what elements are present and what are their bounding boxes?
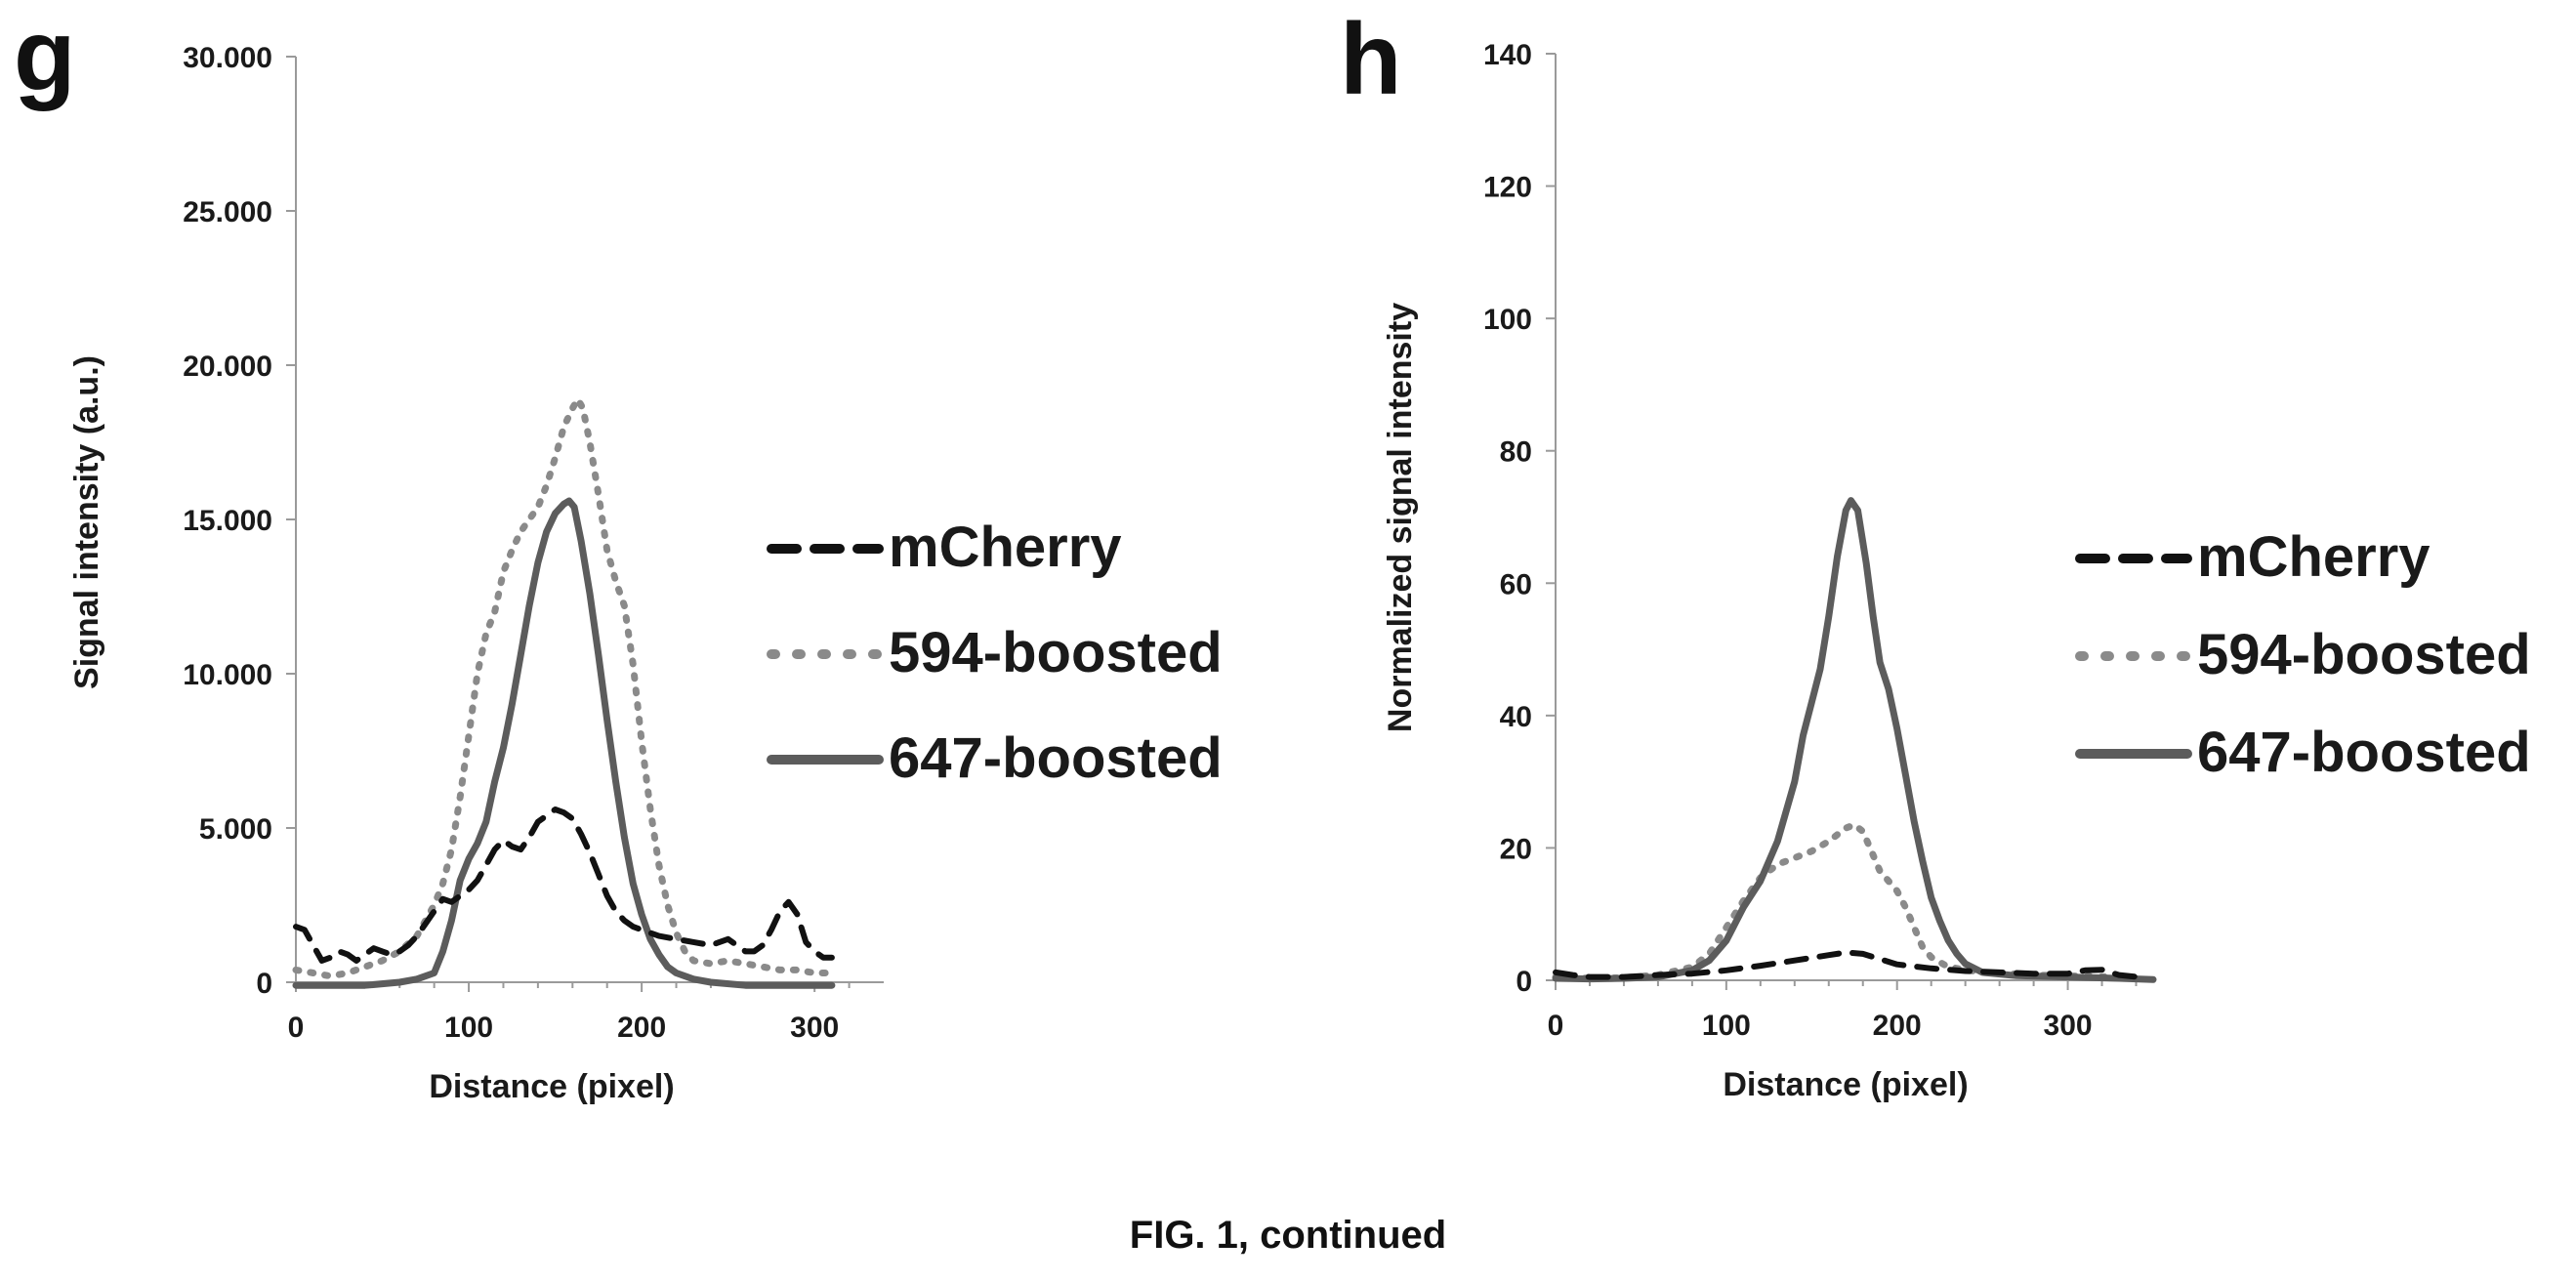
panel-g-y-axis-title: Signal intensity (a.u.) [68,355,105,689]
legend-label-647-boosted: 647-boosted [2197,721,2531,784]
x-tick-label: 0 [1548,1010,1564,1042]
x-tick-label: 200 [617,1012,666,1044]
y-tick-label: 80 [1500,436,1532,469]
panel-h-y-axis-title: Normalized signal intensity [1382,303,1419,732]
y-tick-label: 140 [1483,39,1532,71]
panel-h-axes: 0 20 40 60 80 100 120 140 0 100 200 300 [1483,39,2153,1042]
panel-h-series [1552,497,2157,983]
legend-label-594-boosted: 594-boosted [889,621,1223,684]
panel-h-letter: h [1340,3,1402,116]
x-tick-label: 100 [1702,1010,1751,1042]
panel-h-legend: mCherry 594-boosted 647-boosted [2075,525,2531,784]
panel-g-x-axis-title: Distance (pixel) [429,1068,674,1105]
panel-g-legend: mCherry 594-boosted 647-boosted [767,516,1223,790]
series-line-647-boosted [292,497,836,989]
x-tick-label: 300 [2044,1010,2093,1042]
legend-label-647-boosted: 647-boosted [889,726,1223,790]
y-tick-label: 25.000 [183,196,272,228]
y-tick-label: 40 [1500,701,1532,733]
x-tick-label: 300 [790,1012,839,1044]
y-tick-label: 120 [1483,172,1532,204]
y-tick-label: 0 [256,968,272,1000]
y-tick-label: 5.000 [199,813,272,846]
legend-label-594-boosted: 594-boosted [2197,623,2531,686]
panel-g-letter: g [14,0,76,112]
x-tick-label: 200 [1873,1010,1922,1042]
series-line-594-boosted [1552,821,2140,982]
x-tick-label: 100 [444,1012,493,1044]
y-tick-label: 100 [1483,304,1532,336]
figure-caption: FIG. 1, continued [1130,1214,1446,1257]
y-tick-label: 10.000 [183,659,272,691]
y-tick-label: 15.000 [183,505,272,537]
y-tick-label: 20.000 [183,351,272,383]
legend-label-mcherry: mCherry [889,516,1122,579]
y-tick-label: 30.000 [183,42,272,74]
series-line-647-boosted [1552,497,2157,983]
x-tick-label: 0 [288,1012,305,1044]
panel-g-series [292,395,836,989]
panel-g-axes: 0 5.000 10.000 15.000 20.000 25.000 30.000 0 100… [183,42,884,1044]
y-tick-label: 0 [1516,966,1532,998]
y-tick-label: 20 [1500,833,1532,865]
series-line-mcherry [293,806,835,964]
panel-h-x-axis-title: Distance (pixel) [1723,1066,1968,1103]
y-tick-label: 60 [1500,568,1532,600]
panel-g-chart: g 0 5.000 10.000 15.000 20.000 25.000 30.000 0 1… [14,0,1223,1105]
panel-h-chart: h 0 20 40 60 80 100 120 140 0 100 200 300 Distance … [1340,3,2531,1103]
legend-label-mcherry: mCherry [2197,525,2431,589]
series-line-594-boosted [292,395,836,980]
series-line-mcherry [1553,949,2148,981]
